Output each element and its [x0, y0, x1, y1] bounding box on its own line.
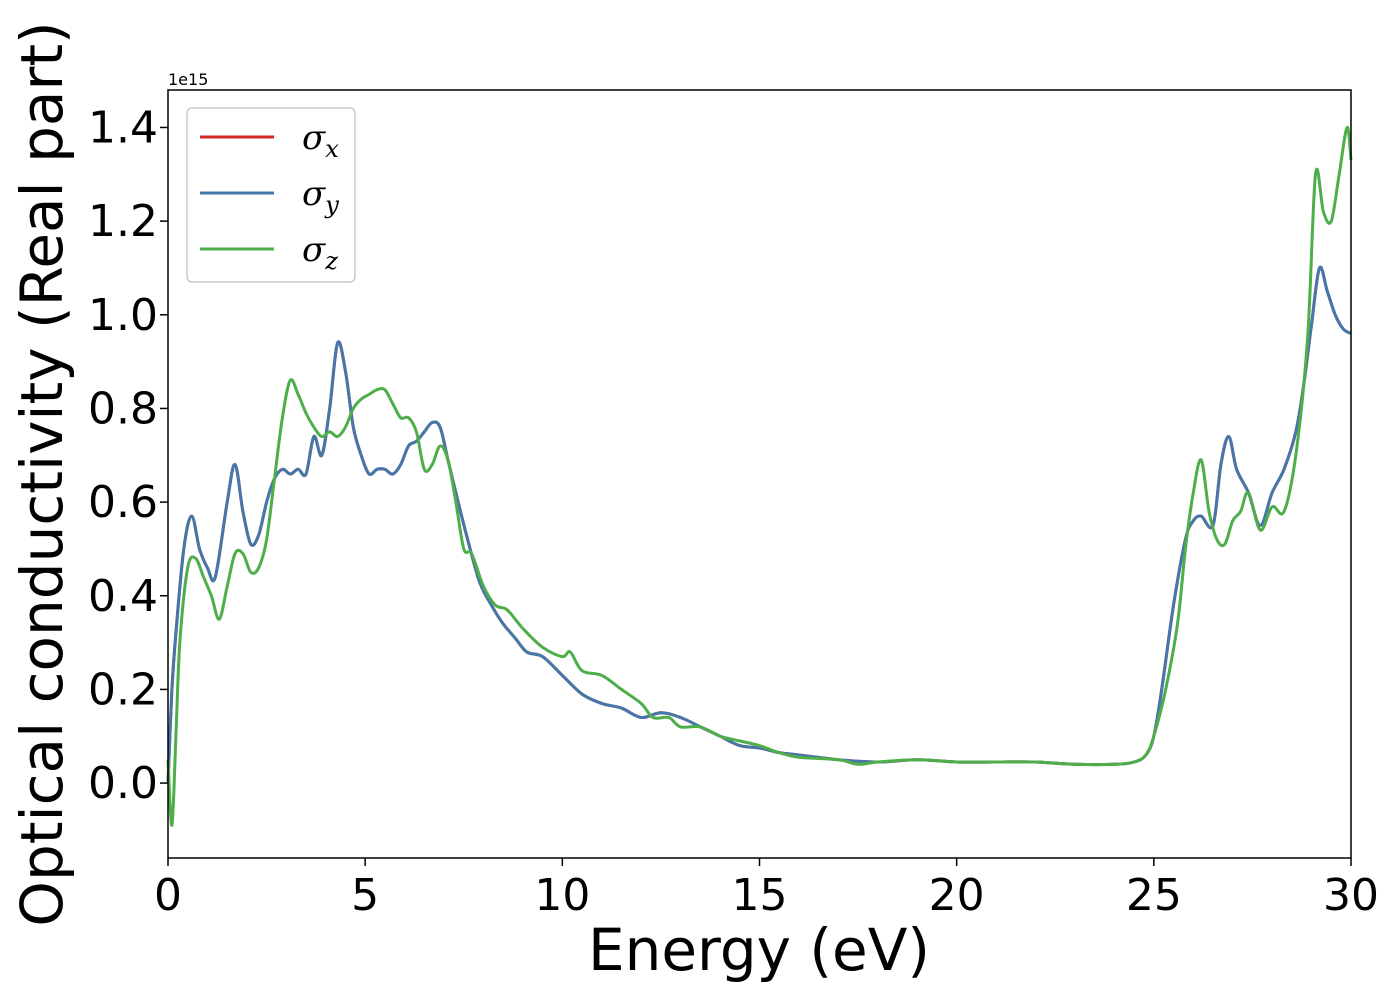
- y-axis-label: Optical conductivity (Real part): [8, 21, 76, 926]
- x-tick-label: 20: [929, 870, 985, 921]
- x-tick-label: 0: [154, 870, 182, 921]
- y-tick-label: 1.4: [88, 102, 158, 153]
- series-line-sigma-y: [166, 265, 1352, 784]
- series-line-sigma-x: [166, 265, 1352, 784]
- x-tick-label: 30: [1323, 870, 1379, 921]
- y-offset-label: 1e15: [168, 70, 208, 89]
- x-tick-label: 15: [732, 870, 788, 921]
- y-tick-label: 1.2: [88, 196, 158, 247]
- x-tick-label: 5: [351, 870, 379, 921]
- y-axis: 0.0 0.2 0.4 0.6 0.8 1.0 1.2 1.4: [88, 102, 168, 809]
- x-tick-label: 10: [534, 870, 590, 921]
- x-axis: 0 5 10 15 20 25 30: [154, 858, 1379, 921]
- y-tick-label: 0.8: [88, 383, 158, 434]
- y-tick-label: 0.2: [88, 664, 158, 715]
- y-tick-label: 0.0: [88, 758, 158, 809]
- y-tick-label: 1.0: [88, 290, 158, 341]
- y-tick-label: 0.4: [88, 571, 158, 622]
- series-line-sigma-z: [166, 125, 1353, 827]
- legend-box: [186, 107, 356, 283]
- x-axis-label: Energy (eV): [588, 916, 930, 984]
- y-tick-label: 0.6: [88, 477, 158, 528]
- series-layer: [166, 125, 1353, 827]
- x-tick-label: 25: [1126, 870, 1182, 921]
